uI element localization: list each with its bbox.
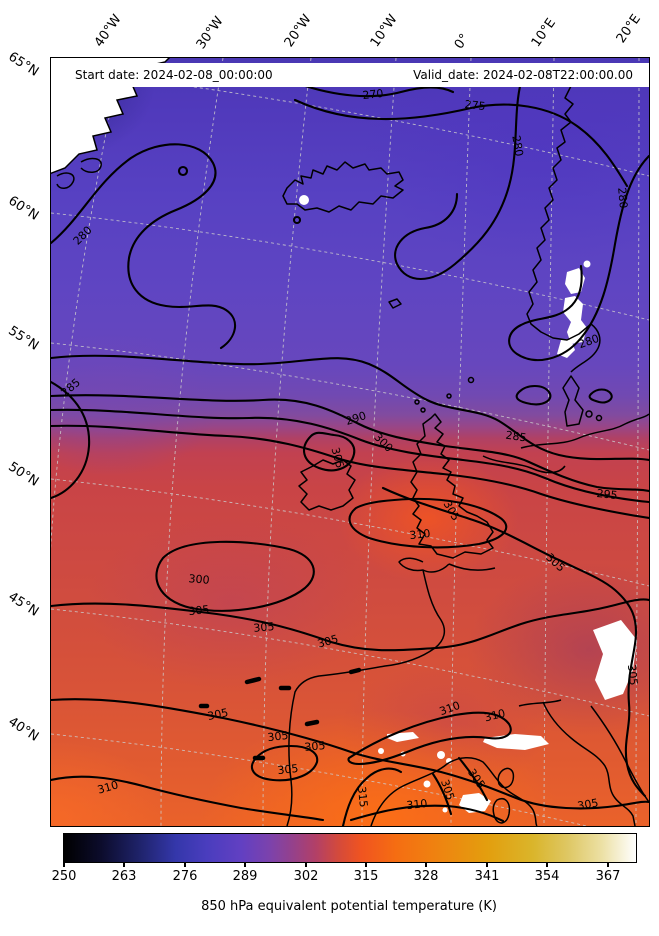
adriatic-coast	[590, 705, 649, 803]
colorbar-tick	[184, 862, 186, 867]
contour-label: 305	[277, 762, 299, 777]
contour-label: 305	[188, 603, 210, 618]
colorbar-tick	[546, 862, 548, 867]
contour-label: 300	[188, 572, 210, 587]
colorbar-tick-label: 367	[595, 869, 621, 884]
ireland-coast	[298, 459, 356, 511]
map-overlay: 270 275 280 280 280 280 285 285 290 295 …	[51, 58, 649, 826]
pyrenees-mask	[378, 748, 384, 754]
contour-label: 310	[483, 707, 507, 725]
contour-label: 305	[304, 739, 326, 754]
contour-label: 275	[464, 98, 486, 113]
faroe-coast	[388, 298, 402, 309]
iceland-coast	[282, 161, 404, 213]
contour-label: 310	[96, 778, 120, 796]
lon-tick-20w: 20°W	[281, 11, 315, 51]
lon-tick-10e: 10°E	[528, 15, 559, 50]
sardinia-coast	[492, 798, 511, 824]
colorbar-label: 850 hPa equivalent potential temperature…	[201, 899, 497, 914]
colorbar-tick-label: 328	[413, 869, 439, 884]
contour-label: 305	[576, 796, 599, 812]
colorbar-tick	[123, 862, 125, 867]
colorbar-tick-label: 341	[474, 869, 500, 884]
valid-date-text: Valid_date: 2024-02-08T22:00:00.00	[413, 68, 633, 82]
lon-tick-30w: 30°W	[193, 13, 227, 53]
norway-coast	[526, 85, 601, 373]
baltic-coast	[520, 413, 649, 449]
contour-label: 290	[344, 409, 368, 428]
colorbar-tick	[607, 862, 609, 867]
colorbar-tick	[305, 862, 307, 867]
lat-tick-60n: 60°N	[5, 193, 42, 224]
lon-tick-20e: 20°E	[613, 11, 644, 46]
colorbar-tick-label: 315	[353, 869, 379, 884]
contour-label: 285	[505, 429, 528, 445]
contour-label: 315	[355, 786, 370, 808]
lat-tick-40n: 40°N	[5, 714, 42, 745]
contour-label: 300	[371, 431, 395, 455]
contour-label: 295	[596, 487, 618, 502]
mediterranean-coast	[370, 757, 538, 826]
colorbar-tick	[244, 862, 246, 867]
colorbar-tick-label: 354	[534, 869, 560, 884]
date-banner: Start date: 2024-02-08_00:00:00 Valid_da…	[51, 63, 649, 87]
colorbar-tick-label: 263	[111, 869, 137, 884]
contour-label: 305	[206, 706, 229, 723]
corsica-coast	[497, 767, 515, 789]
lon-tick-0: 0°	[451, 31, 473, 52]
contour-label: 280	[509, 134, 525, 157]
lon-tick-10w: 10°W	[367, 11, 401, 51]
contour-label: 270	[362, 87, 384, 102]
contour-label: 305	[328, 446, 346, 470]
contour-label: 310	[406, 797, 428, 812]
lat-tick-65n: 65°N	[5, 49, 42, 80]
contour-label: 305	[267, 729, 289, 744]
colorbar-tick	[63, 862, 65, 867]
lat-tick-50n: 50°N	[5, 459, 42, 490]
colorbar-tick	[486, 862, 488, 867]
lon-tick-40w: 40°W	[91, 11, 125, 51]
colorbar-tick-label: 250	[51, 869, 77, 884]
contour-label: 280	[615, 187, 630, 209]
colorbar	[63, 833, 637, 863]
contour-label: 280	[71, 224, 95, 248]
terrain-masks	[51, 58, 637, 813]
biscay-coast	[286, 569, 446, 826]
colorbar-tick	[365, 862, 367, 867]
colorbar-tick-label: 302	[293, 869, 319, 884]
contour-label: 305	[253, 620, 275, 635]
contour-lines	[51, 80, 649, 826]
lat-tick-55n: 55°N	[5, 323, 42, 354]
colorbar-tick-label: 276	[172, 869, 198, 884]
map-area: 270 275 280 280 280 280 285 285 290 295 …	[50, 57, 650, 827]
iceland-glacier-mask	[299, 195, 309, 205]
northsea-coast	[482, 455, 566, 474]
contour-label: 310	[409, 527, 431, 542]
contour-label: 305	[316, 632, 340, 650]
colorbar-tick	[425, 862, 427, 867]
dinarides-mask	[593, 620, 637, 700]
start-date-text: Start date: 2024-02-08_00:00:00	[75, 68, 273, 82]
alps-mask	[387, 732, 419, 742]
contour-label: 305	[625, 664, 640, 686]
contour-label: 305	[438, 778, 457, 802]
lat-tick-45n: 45°N	[5, 589, 42, 620]
denmark-coast	[562, 375, 584, 427]
colorbar-tick-label: 289	[232, 869, 258, 884]
france-coast	[448, 563, 496, 571]
